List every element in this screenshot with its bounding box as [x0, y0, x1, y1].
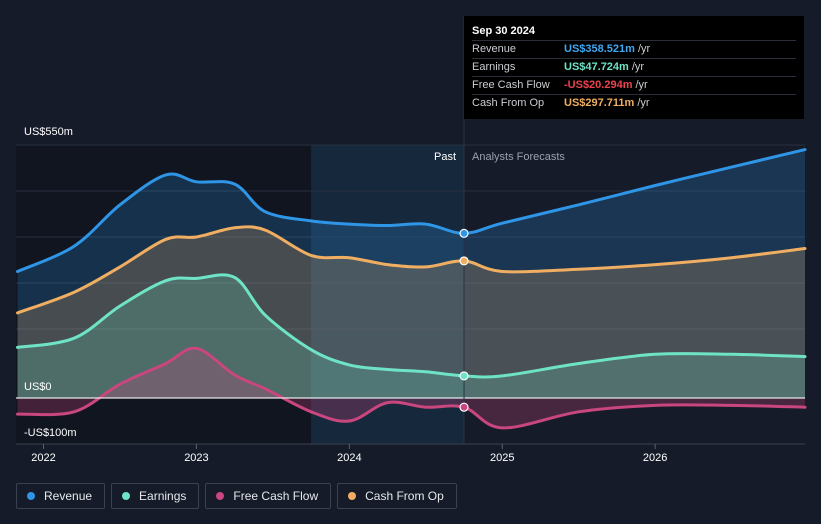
tooltip-value: US$358.521m [564, 43, 635, 55]
tooltip-label: Earnings [472, 61, 516, 73]
tooltip-value: -US$20.294m [564, 79, 633, 91]
tooltip-row-free-cash-flow: Free Cash Flow -US$20.294m /yr [472, 77, 796, 95]
series-line-revenue [16, 148, 807, 273]
legend-label: Earnings [139, 489, 187, 503]
legend-item-earnings[interactable]: Earnings [111, 483, 200, 509]
past-highlight-region [311, 145, 465, 444]
past-label: Past [434, 151, 456, 163]
tooltip-label: Revenue [472, 43, 517, 55]
tooltip-unit: /yr [637, 97, 650, 109]
y-tick-label: -US$100m [24, 427, 77, 439]
series-area-revenue [17, 149, 805, 398]
y-tick-label: US$0 [24, 381, 52, 393]
tooltip-panel: Sep 30 2024 Revenue US$358.521m /yr Earn… [464, 16, 804, 119]
series-marker-free-cash-flow [459, 402, 469, 412]
legend-dot-icon [122, 492, 131, 500]
x-tick-label: 2022 [31, 452, 55, 464]
series-line-earnings [16, 273, 807, 379]
x-tick-label: 2025 [490, 452, 514, 464]
tooltip-row-earnings: Earnings US$47.724m /yr [472, 59, 796, 77]
x-tick-label: 2026 [643, 452, 667, 464]
tooltip-label: Cash From Op [472, 97, 545, 109]
legend-label: Revenue [44, 489, 93, 503]
tooltip-row-cash-from-op: Cash From Op US$297.711m /yr [472, 95, 796, 112]
legend-item-free-cash-flow[interactable]: Free Cash Flow [205, 483, 332, 509]
series-area-earnings [17, 274, 805, 398]
x-tick-label: 2023 [184, 452, 208, 464]
legend-dot-icon [27, 492, 35, 500]
tooltip-date: Sep 30 2024 [472, 24, 796, 41]
series-line-cash-from-op [16, 225, 807, 315]
legend-label: Cash From Op [365, 489, 444, 503]
legend-dot-icon [348, 492, 357, 500]
series-marker-revenue [459, 228, 469, 238]
legend: Revenue Earnings Free Cash Flow Cash Fro… [16, 483, 457, 511]
legend-dot-icon [216, 492, 225, 500]
tooltip-unit: /yr [635, 79, 648, 91]
legend-item-revenue[interactable]: Revenue [16, 483, 106, 509]
series-area-cash-from-op [17, 226, 805, 398]
series-line-free-cash-flow [16, 346, 807, 430]
tooltip-label: Free Cash Flow [472, 79, 550, 91]
forecast-label: Analysts Forecasts [472, 151, 565, 163]
series-marker-earnings [459, 371, 469, 381]
y-tick-label: US$550m [24, 126, 73, 138]
tooltip-row-revenue: Revenue US$358.521m /yr [472, 41, 796, 59]
x-tick-label: 2024 [337, 452, 361, 464]
tooltip-value: US$297.711m [564, 97, 635, 109]
legend-item-cash-from-op[interactable]: Cash From Op [337, 483, 457, 509]
tooltip-value: US$47.724m [564, 61, 629, 73]
legend-label: Free Cash Flow [233, 489, 319, 503]
series-marker-cash-from-op [459, 256, 469, 266]
tooltip-unit: /yr [631, 61, 645, 73]
tooltip-unit: /yr [637, 43, 651, 55]
